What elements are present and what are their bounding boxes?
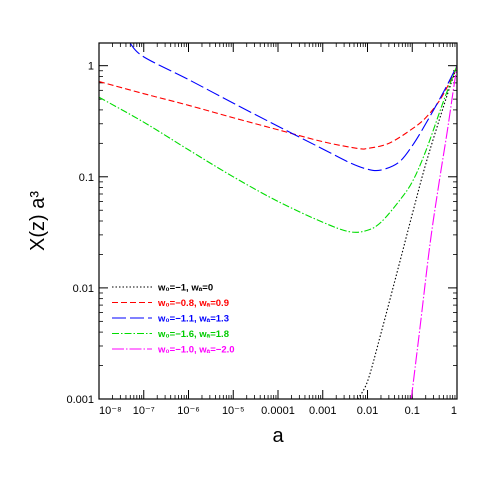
series-line-2 [99,65,457,150]
y-tick-label: 1 [88,61,94,73]
x-tick-label: 10⁻⁸ [99,405,122,417]
y-tick-label: 0.1 [79,172,94,184]
legend-label-4: w₀=−1.6, wₐ=1.8 [157,329,229,340]
series-line-1 [357,65,457,399]
chart-series [99,43,457,399]
legend-label-1: w₀=−1, wₐ=0 [157,283,213,294]
x-tick-label: 0.001 [309,405,337,417]
x-axis-label: a [272,425,284,447]
chart-ticks: 10⁻⁸ 10⁻⁷ 10⁻⁶ 10⁻⁵ 0.0001 0.001 0.01 0.1 1 0.001… [66,43,458,417]
x-tick-label: 0.0001 [261,405,295,417]
y-axis-label: X(z) a³ [27,191,49,251]
x-tick-label: 10⁻⁷ [133,405,155,417]
x-tick-label: 0.1 [405,405,420,417]
plot-frame [98,42,458,400]
x-tick-label: 1 [451,405,457,417]
legend-label-3: w₀=−1.1, wₐ=1.3 [157,314,229,325]
y-tick-label: 0.01 [73,283,94,295]
series-line-4 [99,65,457,233]
x-tick-label: 10⁻⁵ [222,405,245,417]
legend-label-2: w₀=−0.8, wₐ=0.9 [157,298,229,309]
x-tick-label: 0.01 [357,405,378,417]
x-tick-label: 10⁻⁶ [177,405,200,417]
legend-label-5: w₀=−1.0, wₐ=−2.0 [157,345,235,356]
series-line-5 [410,65,457,399]
chart-legend: w₀=−1, wₐ=0 w₀=−0.8, wₐ=0.9 w₀=−1.1, wₐ=1.… [112,283,235,356]
series-line-3 [129,43,457,172]
y-tick-label: 0.001 [66,394,94,406]
